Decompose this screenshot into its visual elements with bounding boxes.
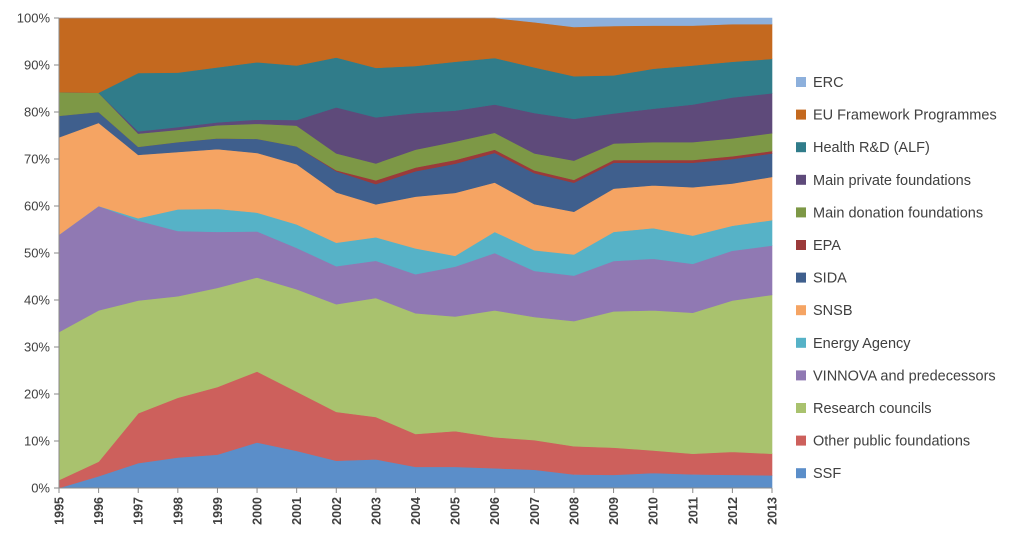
legend-label: Main donation foundations <box>813 205 983 221</box>
legend-item-vinnova-and-predecessors: VINNOVA and predecessors <box>796 368 996 384</box>
legend-swatch <box>796 403 806 413</box>
legend-label: Health R&D (ALF) <box>813 140 930 156</box>
x-tick-label: 1996 <box>92 497 106 525</box>
area-erc <box>59 17 773 28</box>
y-tick-label: 100% <box>17 11 51 26</box>
legend-label: Energy Agency <box>813 336 911 352</box>
legend-swatch <box>796 207 806 218</box>
legend-label: SSF <box>813 466 841 482</box>
y-tick-label: 40% <box>24 293 50 308</box>
x-tick-label: 2010 <box>647 497 661 525</box>
legend-label: EPA <box>813 238 841 254</box>
legend-item-sida: SIDA <box>796 271 847 287</box>
legend-item-health-randd-alf: Health R&D (ALF) <box>796 140 930 156</box>
x-tick-label: 2006 <box>488 497 502 525</box>
legend-swatch <box>796 142 806 153</box>
legend-swatch <box>796 77 806 87</box>
x-tick-label: 2007 <box>528 497 542 525</box>
y-tick-label: 10% <box>24 434 50 449</box>
legend-item-ssf: SSF <box>796 466 841 482</box>
x-tick-label: 2003 <box>369 497 383 525</box>
legend-item-snsb: SNSB <box>796 303 853 319</box>
x-tick-label: 1998 <box>171 497 185 525</box>
y-tick-label: 20% <box>24 387 50 402</box>
legend-label: Other public foundations <box>813 434 970 450</box>
legend-swatch <box>796 337 806 348</box>
x-tick-label: 1999 <box>211 497 225 525</box>
legend-item-erc: ERC <box>796 75 844 91</box>
legend-swatch <box>796 305 806 316</box>
legend-label: ERC <box>813 75 844 91</box>
legend-label: SIDA <box>813 271 847 287</box>
x-tick-label: 1997 <box>132 497 146 525</box>
x-tick-label: 1995 <box>53 497 67 525</box>
x-tick-label: 2002 <box>330 497 344 525</box>
legend-swatch <box>796 240 806 250</box>
legend-swatch <box>796 272 806 283</box>
legend: ERC EU Framework Programmes Health R&D (AL… <box>796 75 997 482</box>
y-tick-label: 50% <box>24 246 50 261</box>
legend-item-main-donation-foundations: Main donation foundations <box>796 205 983 221</box>
y-tick-label: 70% <box>24 152 50 167</box>
y-tick-label: 30% <box>24 340 50 355</box>
legend-swatch <box>796 468 806 479</box>
legend-label: Main private foundations <box>813 173 971 189</box>
y-axis-ticks: 0% 10% 20% 30% 40% 50% 60% 70% 80% 90% 100% <box>17 11 59 496</box>
y-tick-label: 80% <box>24 105 50 120</box>
legend-item-main-private-foundations: Main private foundations <box>796 173 971 189</box>
legend-item-research-councils: Research councils <box>796 401 931 417</box>
y-tick-label: 90% <box>24 58 50 73</box>
legend-item-eu-framework-programmes: EU Framework Programmes <box>796 108 997 124</box>
legend-swatch <box>796 435 806 446</box>
legend-label: VINNOVA and predecessors <box>813 368 996 384</box>
x-tick-label: 2008 <box>567 497 581 525</box>
x-tick-label: 2004 <box>409 497 423 525</box>
legend-swatch <box>796 109 806 120</box>
x-tick-label: 2005 <box>449 497 463 525</box>
x-tick-label: 2009 <box>607 497 621 525</box>
x-tick-label: 2011 <box>686 497 700 524</box>
x-axis-ticks: 1995 1996 1997 1998 1999 2000 2001 2002 2003 2004… <box>53 488 780 525</box>
legend-item-energy-agency: Energy Agency <box>796 336 911 352</box>
legend-swatch <box>796 174 806 185</box>
y-tick-label: 60% <box>24 199 50 214</box>
x-tick-label: 2000 <box>251 497 265 525</box>
legend-item-other-public-foundations: Other public foundations <box>796 434 970 450</box>
legend-item-epa: EPA <box>796 238 841 254</box>
x-tick-label: 2013 <box>766 497 780 525</box>
legend-label: Research councils <box>813 401 931 417</box>
x-tick-label: 2012 <box>726 497 740 525</box>
y-tick-label: 0% <box>31 481 50 496</box>
legend-swatch <box>796 370 806 381</box>
area-series-group <box>58 17 773 489</box>
legend-label: EU Framework Programmes <box>813 108 997 124</box>
legend-label: SNSB <box>813 303 853 319</box>
x-tick-label: 2001 <box>290 497 304 525</box>
